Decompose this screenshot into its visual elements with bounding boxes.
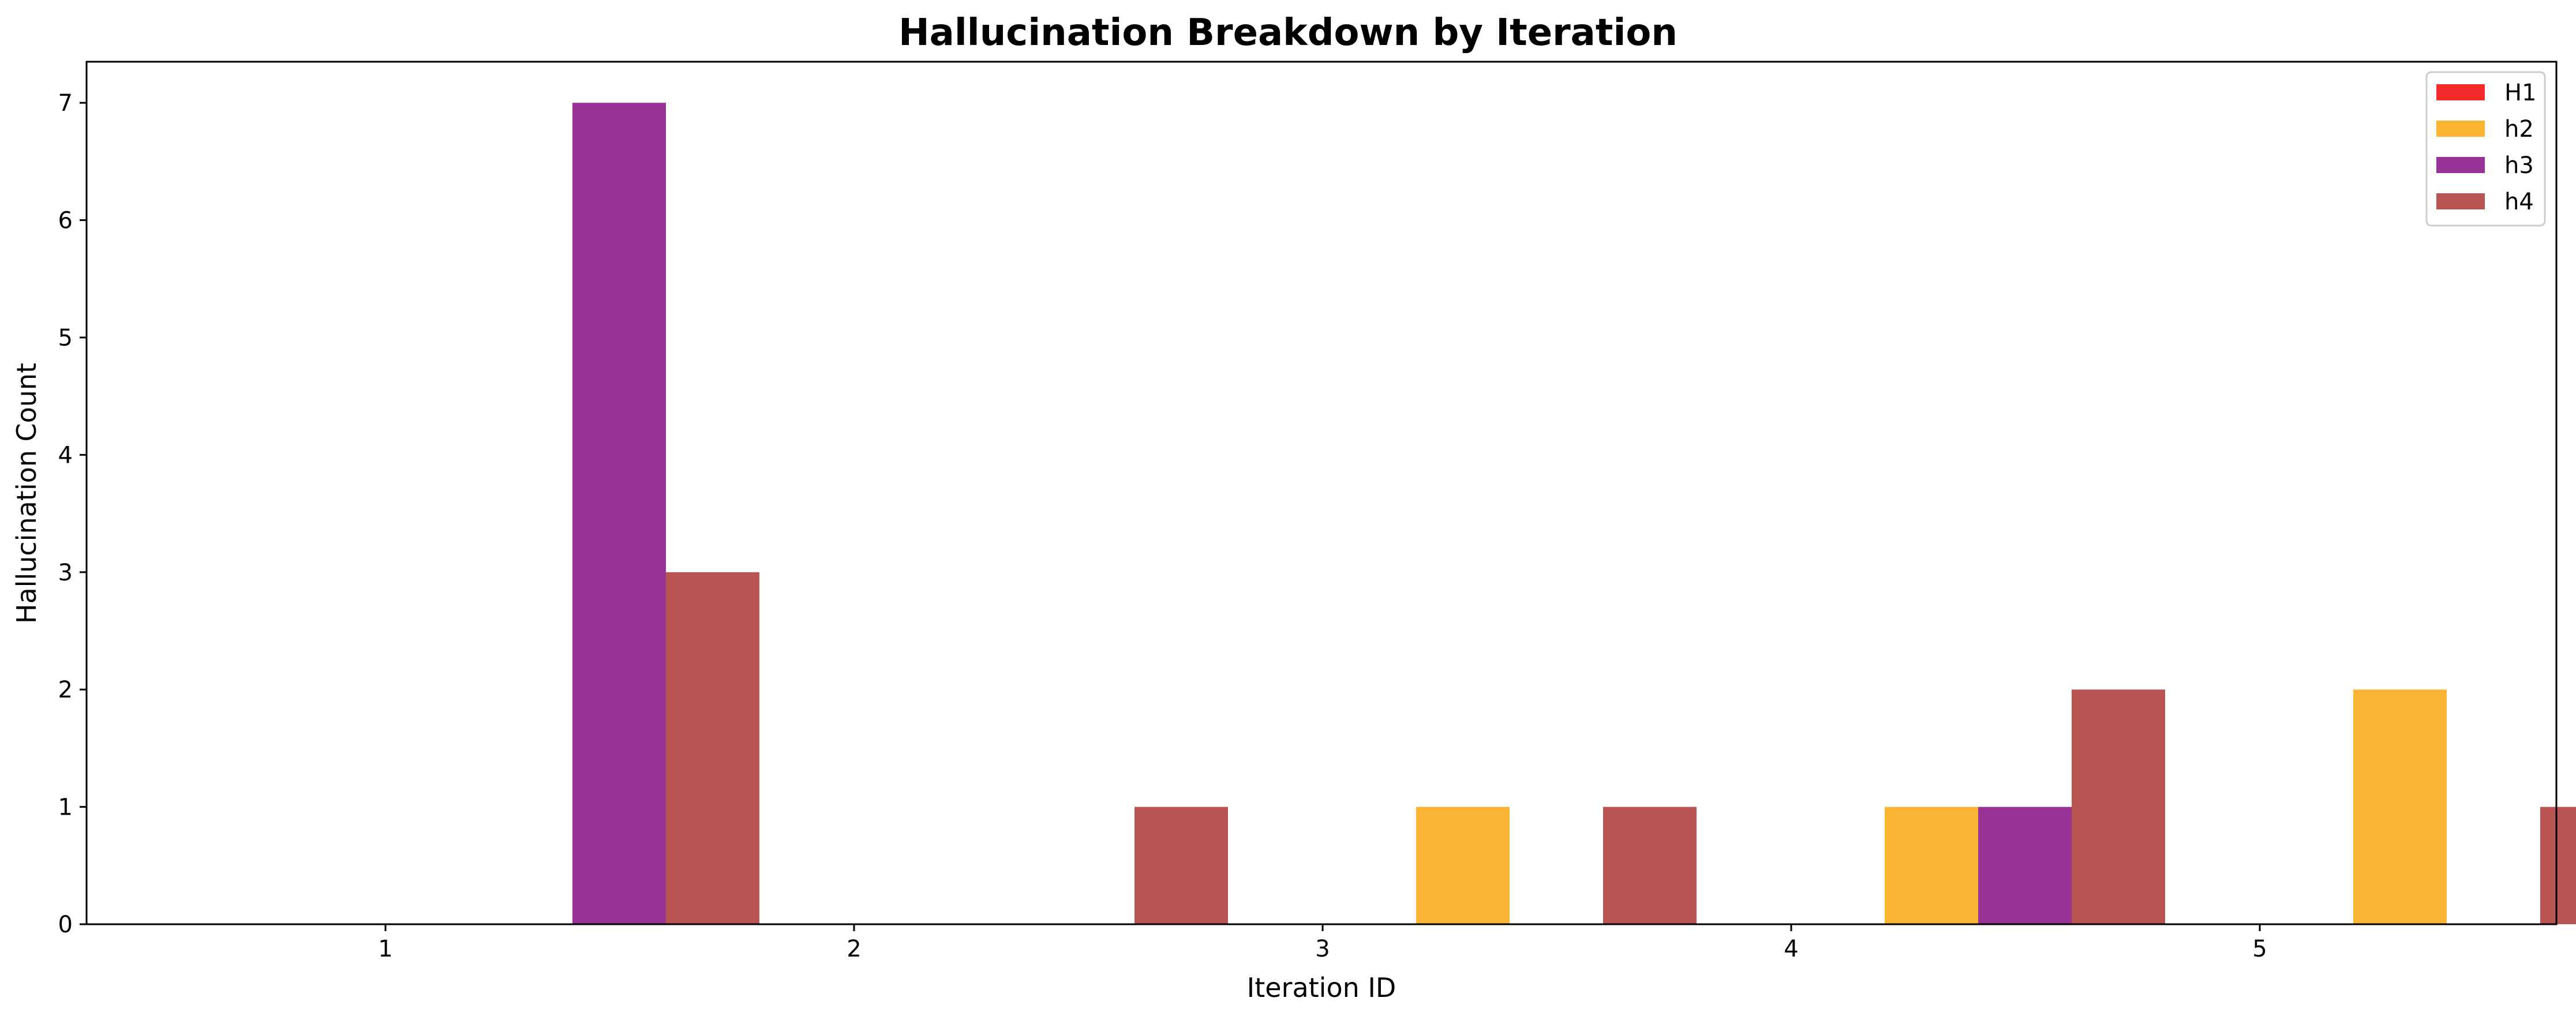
x-tick-label: 3 bbox=[1315, 936, 1330, 962]
y-tick-label: 4 bbox=[58, 442, 73, 468]
bar-h4-iter-1 bbox=[666, 572, 759, 924]
legend: H1 h2 h3 h4 bbox=[2425, 71, 2546, 227]
legend-label-h4: h4 bbox=[2504, 189, 2534, 215]
y-axis: 0 1 2 3 4 5 6 7 bbox=[58, 90, 87, 938]
legend-swatch-h2 bbox=[2436, 121, 2485, 137]
bar-h4-iter-4 bbox=[2072, 689, 2165, 924]
bar-h2-iter-5 bbox=[2353, 689, 2447, 924]
bar-h3-iter-1 bbox=[572, 103, 666, 925]
x-tick-label: 2 bbox=[847, 936, 861, 962]
y-tick-label: 0 bbox=[58, 912, 73, 938]
y-tick-label: 7 bbox=[58, 90, 73, 117]
legend-label-h3: h3 bbox=[2504, 152, 2534, 179]
y-axis-label: Hallucination Count bbox=[11, 363, 42, 624]
y-tick-label: 3 bbox=[58, 560, 73, 586]
legend-swatch-h1 bbox=[2436, 84, 2485, 100]
x-tick-label: 1 bbox=[378, 936, 392, 962]
y-tick-label: 5 bbox=[58, 325, 73, 351]
legend-swatch-h3 bbox=[2436, 157, 2485, 173]
legend-label-h1: H1 bbox=[2504, 80, 2537, 106]
legend-swatch-h4 bbox=[2436, 193, 2485, 209]
plot-frame bbox=[85, 61, 2558, 925]
y-tick-label: 1 bbox=[58, 794, 73, 821]
x-axis: 1 2 3 4 5 bbox=[378, 924, 2267, 962]
x-tick-label: 4 bbox=[1784, 936, 1798, 962]
y-tick-label: 6 bbox=[58, 208, 73, 234]
bar-h4-iter-3 bbox=[1603, 807, 1697, 924]
x-tick-label: 5 bbox=[2252, 936, 2267, 962]
y-tick-label: 2 bbox=[58, 677, 73, 703]
bar-h2-iter-3 bbox=[1416, 807, 1510, 924]
legend-label-h2: h2 bbox=[2504, 116, 2534, 142]
bar-h3-iter-4 bbox=[1978, 807, 2072, 924]
bars-group bbox=[572, 103, 2576, 925]
bar-h4-iter-2 bbox=[1135, 807, 1228, 924]
chart-title: Hallucination Breakdown by Iteration bbox=[898, 12, 1678, 54]
bar-h4-iter-5 bbox=[2540, 807, 2576, 924]
bar-h2-iter-4 bbox=[1885, 807, 1978, 924]
x-axis-label: Iteration ID bbox=[1247, 972, 1396, 1003]
legend-box bbox=[2425, 71, 2546, 227]
